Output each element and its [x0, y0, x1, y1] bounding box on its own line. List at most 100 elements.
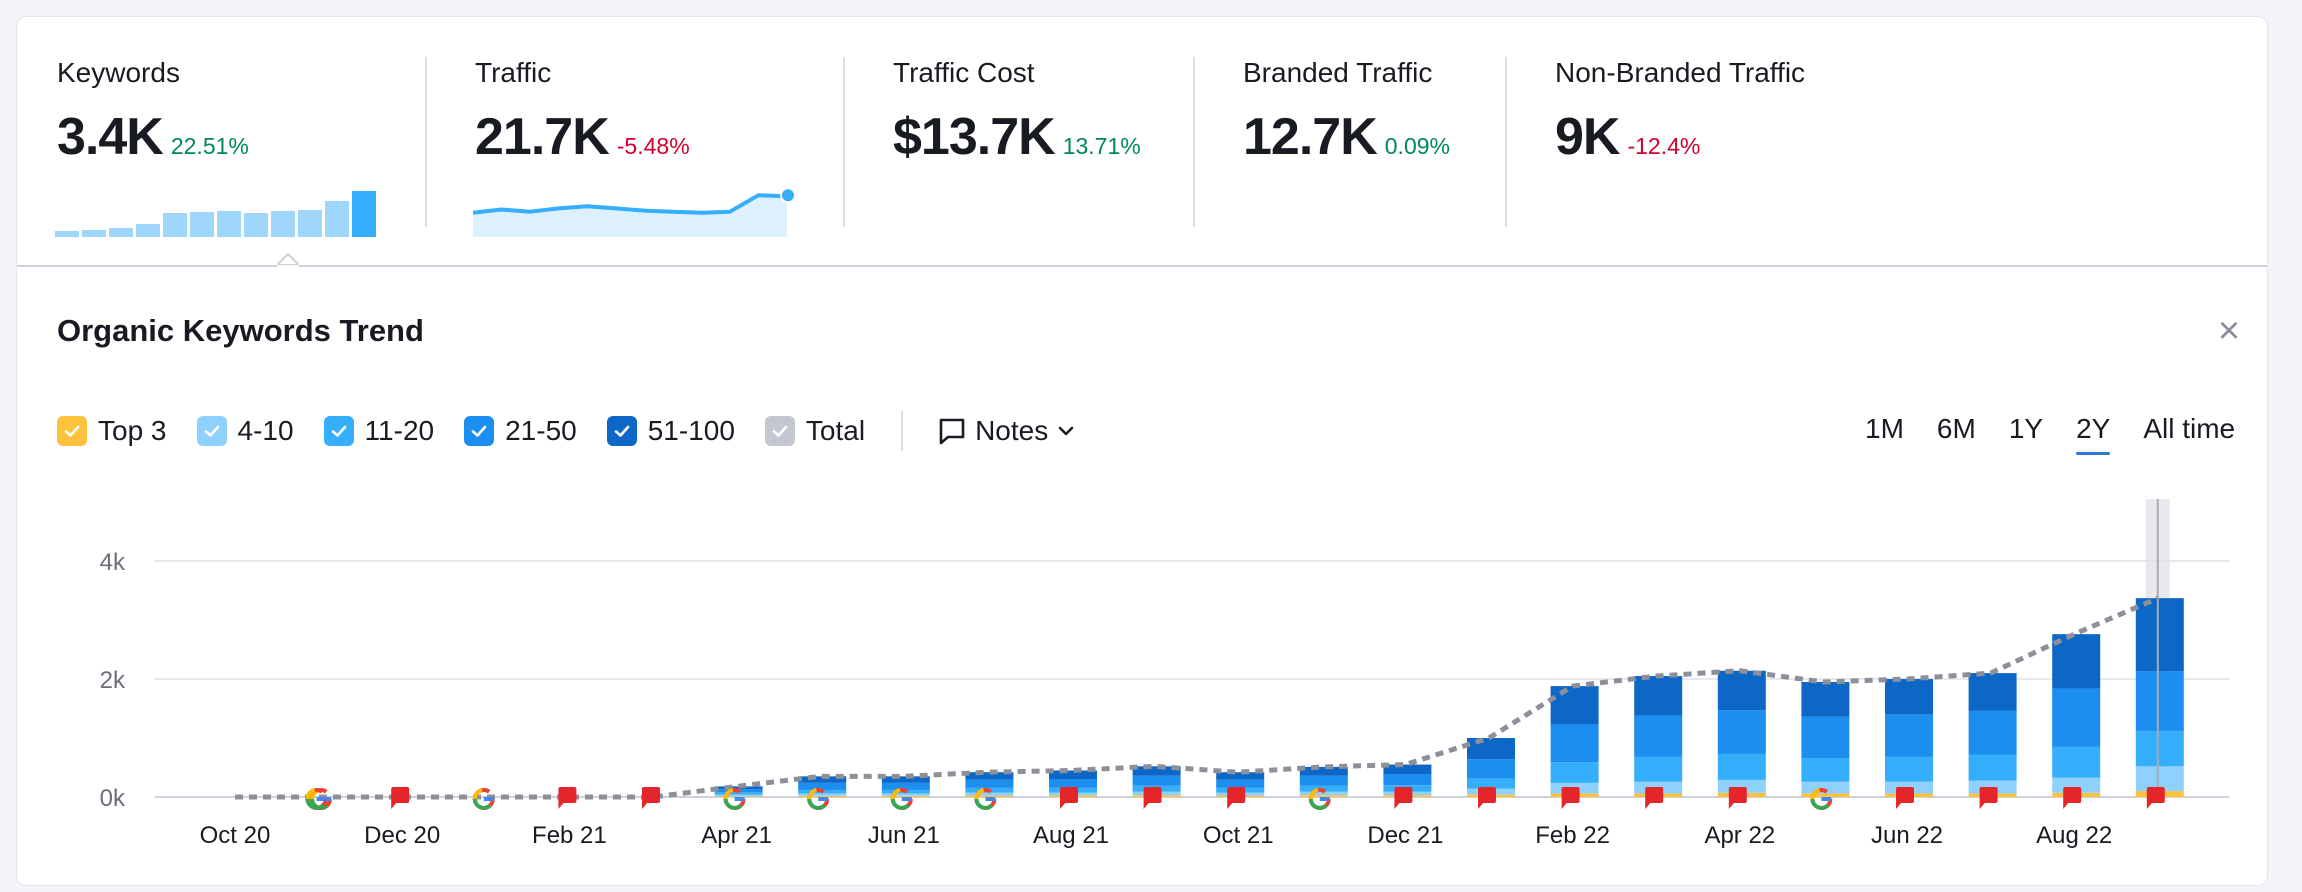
metric-non-branded-traffic[interactable]: Non-Branded Traffic 9K -12.4%: [1555, 57, 1805, 167]
note-flag-icon[interactable]: [1561, 787, 1580, 809]
note-flag-icon[interactable]: [2146, 787, 2165, 809]
bar-segment: [965, 772, 1014, 780]
bar-segment: [798, 793, 847, 796]
bar-segment: [1216, 772, 1265, 780]
legend-51-100-toggle[interactable]: 51-100: [606, 415, 735, 447]
bar-segment: [714, 794, 763, 797]
sparkline-bar: [271, 211, 295, 237]
bar-segment: [1717, 753, 1766, 780]
metric-traffic[interactable]: Traffic 21.7K -5.48%: [475, 57, 690, 167]
bar-segment: [1801, 681, 1850, 717]
period-6m[interactable]: 6M: [1936, 413, 1976, 444]
bar-segment: [965, 779, 1014, 788]
period-1y[interactable]: 1Y: [2008, 413, 2044, 444]
note-icon: [939, 418, 965, 445]
legend-11-20-toggle[interactable]: 11-20: [323, 415, 434, 447]
google-update-icon[interactable]: [974, 788, 997, 810]
bar-segment: [1299, 791, 1348, 796]
metric-label: Traffic: [475, 57, 552, 88]
metric-label: Non-Branded Traffic: [1555, 57, 1806, 88]
note-flag-icon[interactable]: [1478, 787, 1496, 809]
bar-segment: [2135, 730, 2184, 767]
metric-delta: 13.71%: [1062, 133, 1141, 159]
note-flag-icon[interactable]: [642, 787, 660, 809]
note-flag-icon[interactable]: [2063, 787, 2082, 809]
note-flag-icon[interactable]: [1143, 787, 1162, 809]
legend-top3-toggle[interactable]: Top 3: [57, 415, 167, 447]
legend-21-50-toggle[interactable]: 21-50: [464, 415, 577, 447]
note-flag-icon[interactable]: [1645, 787, 1664, 809]
google-update-icon[interactable]: [1810, 788, 1833, 810]
bar-segment: [1885, 679, 1933, 715]
metric-keywords[interactable]: Keywords 3.4K 22.51%: [57, 57, 249, 167]
google-update-icon[interactable]: [305, 788, 328, 810]
legend-total-toggle[interactable]: Total: [764, 415, 865, 447]
checkbox-icon: [57, 416, 87, 446]
bar-segment: [1550, 686, 1599, 725]
metric-divider: [1193, 57, 1195, 227]
sparkline-bar: [163, 213, 187, 237]
period-1m[interactable]: 1M: [1865, 413, 1904, 444]
x-tick-label: Apr 21: [701, 822, 772, 849]
sparkline-bar: [298, 210, 322, 237]
organic-keywords-chart[interactable]: 0k 2k 4k Oct 20 Dec 20 Feb 21 Apr 21 Jun 21 Aug …: [17, 487, 2268, 877]
bar-segment: [1717, 670, 1766, 711]
note-flag-icon[interactable]: [1979, 787, 1998, 809]
google-update-icon[interactable]: [890, 788, 913, 810]
metric-delta: -12.4%: [1627, 133, 1701, 159]
note-flag-icon[interactable]: [1060, 787, 1078, 809]
x-tick-label: Jun 22: [1871, 822, 1943, 849]
period-all-time[interactable]: All time: [2143, 413, 2236, 444]
x-tick-label: Jun 21: [868, 822, 940, 849]
legend-label: 4-10: [237, 415, 294, 446]
metric-delta: 0.09%: [1384, 133, 1450, 159]
metric-delta: 22.51%: [170, 133, 249, 159]
metric-branded-traffic[interactable]: Branded Traffic 12.7K 0.09%: [1243, 57, 1450, 167]
bar-segment: [1299, 766, 1348, 776]
sparkline-bar: [109, 228, 133, 237]
google-update-icon[interactable]: [807, 788, 830, 810]
note-flag-icon[interactable]: [391, 787, 410, 809]
bar-segment: [1383, 764, 1432, 774]
close-icon[interactable]: ×: [2217, 310, 2241, 352]
note-flag-icon[interactable]: [1227, 787, 1246, 809]
metric-value: $13.7K: [893, 108, 1056, 166]
traffic-sparkline: [473, 187, 796, 237]
metric-delta: -5.48%: [616, 133, 690, 159]
checkbox-icon: [196, 416, 227, 446]
sparkline-line: [473, 193, 788, 215]
period-selector: 1M 6M 1Y 2Y All time: [1865, 411, 2236, 455]
legend-4-10-toggle[interactable]: 4-10: [196, 415, 294, 447]
bar-segment: [1885, 714, 1933, 757]
note-flag-icon[interactable]: [1896, 787, 1914, 809]
period-2y[interactable]: 2Y: [2076, 413, 2111, 455]
google-update-icon[interactable]: [472, 788, 495, 810]
sparkline-bar: [217, 211, 241, 237]
notes-dropdown[interactable]: Notes: [937, 415, 1076, 447]
google-update-icon[interactable]: [1308, 788, 1331, 810]
y-tick-label: 0k: [100, 785, 126, 812]
bar-segment: [881, 782, 930, 790]
note-flag-icon[interactable]: [1394, 787, 1413, 809]
legend-label: 21-50: [505, 415, 577, 446]
bar-segment: [1885, 756, 1933, 782]
bar-segment: [2135, 671, 2184, 731]
checkbox-icon: [606, 416, 637, 446]
bar-segment: [798, 782, 847, 790]
bar-segment: [965, 792, 1014, 796]
metric-traffic-cost[interactable]: Traffic Cost $13.7K 13.71%: [893, 57, 1141, 167]
bar-segment: [1968, 710, 2017, 755]
note-flag-icon[interactable]: [558, 787, 577, 809]
metric-value: 12.7K: [1243, 108, 1378, 166]
metric-label: Traffic Cost: [893, 57, 1035, 88]
sparkline-bar: [55, 231, 79, 237]
bar-segment: [1467, 778, 1515, 789]
bar-segment: [881, 793, 930, 796]
bar-segment: [1383, 773, 1432, 786]
sparkline-bar: [136, 224, 160, 237]
metric-label: Branded Traffic: [1243, 57, 1433, 88]
note-flag-icon[interactable]: [1728, 787, 1747, 809]
bar-segment: [2135, 598, 2184, 672]
google-update-icon[interactable]: [723, 788, 746, 810]
metric-value: 3.4K: [57, 108, 164, 166]
